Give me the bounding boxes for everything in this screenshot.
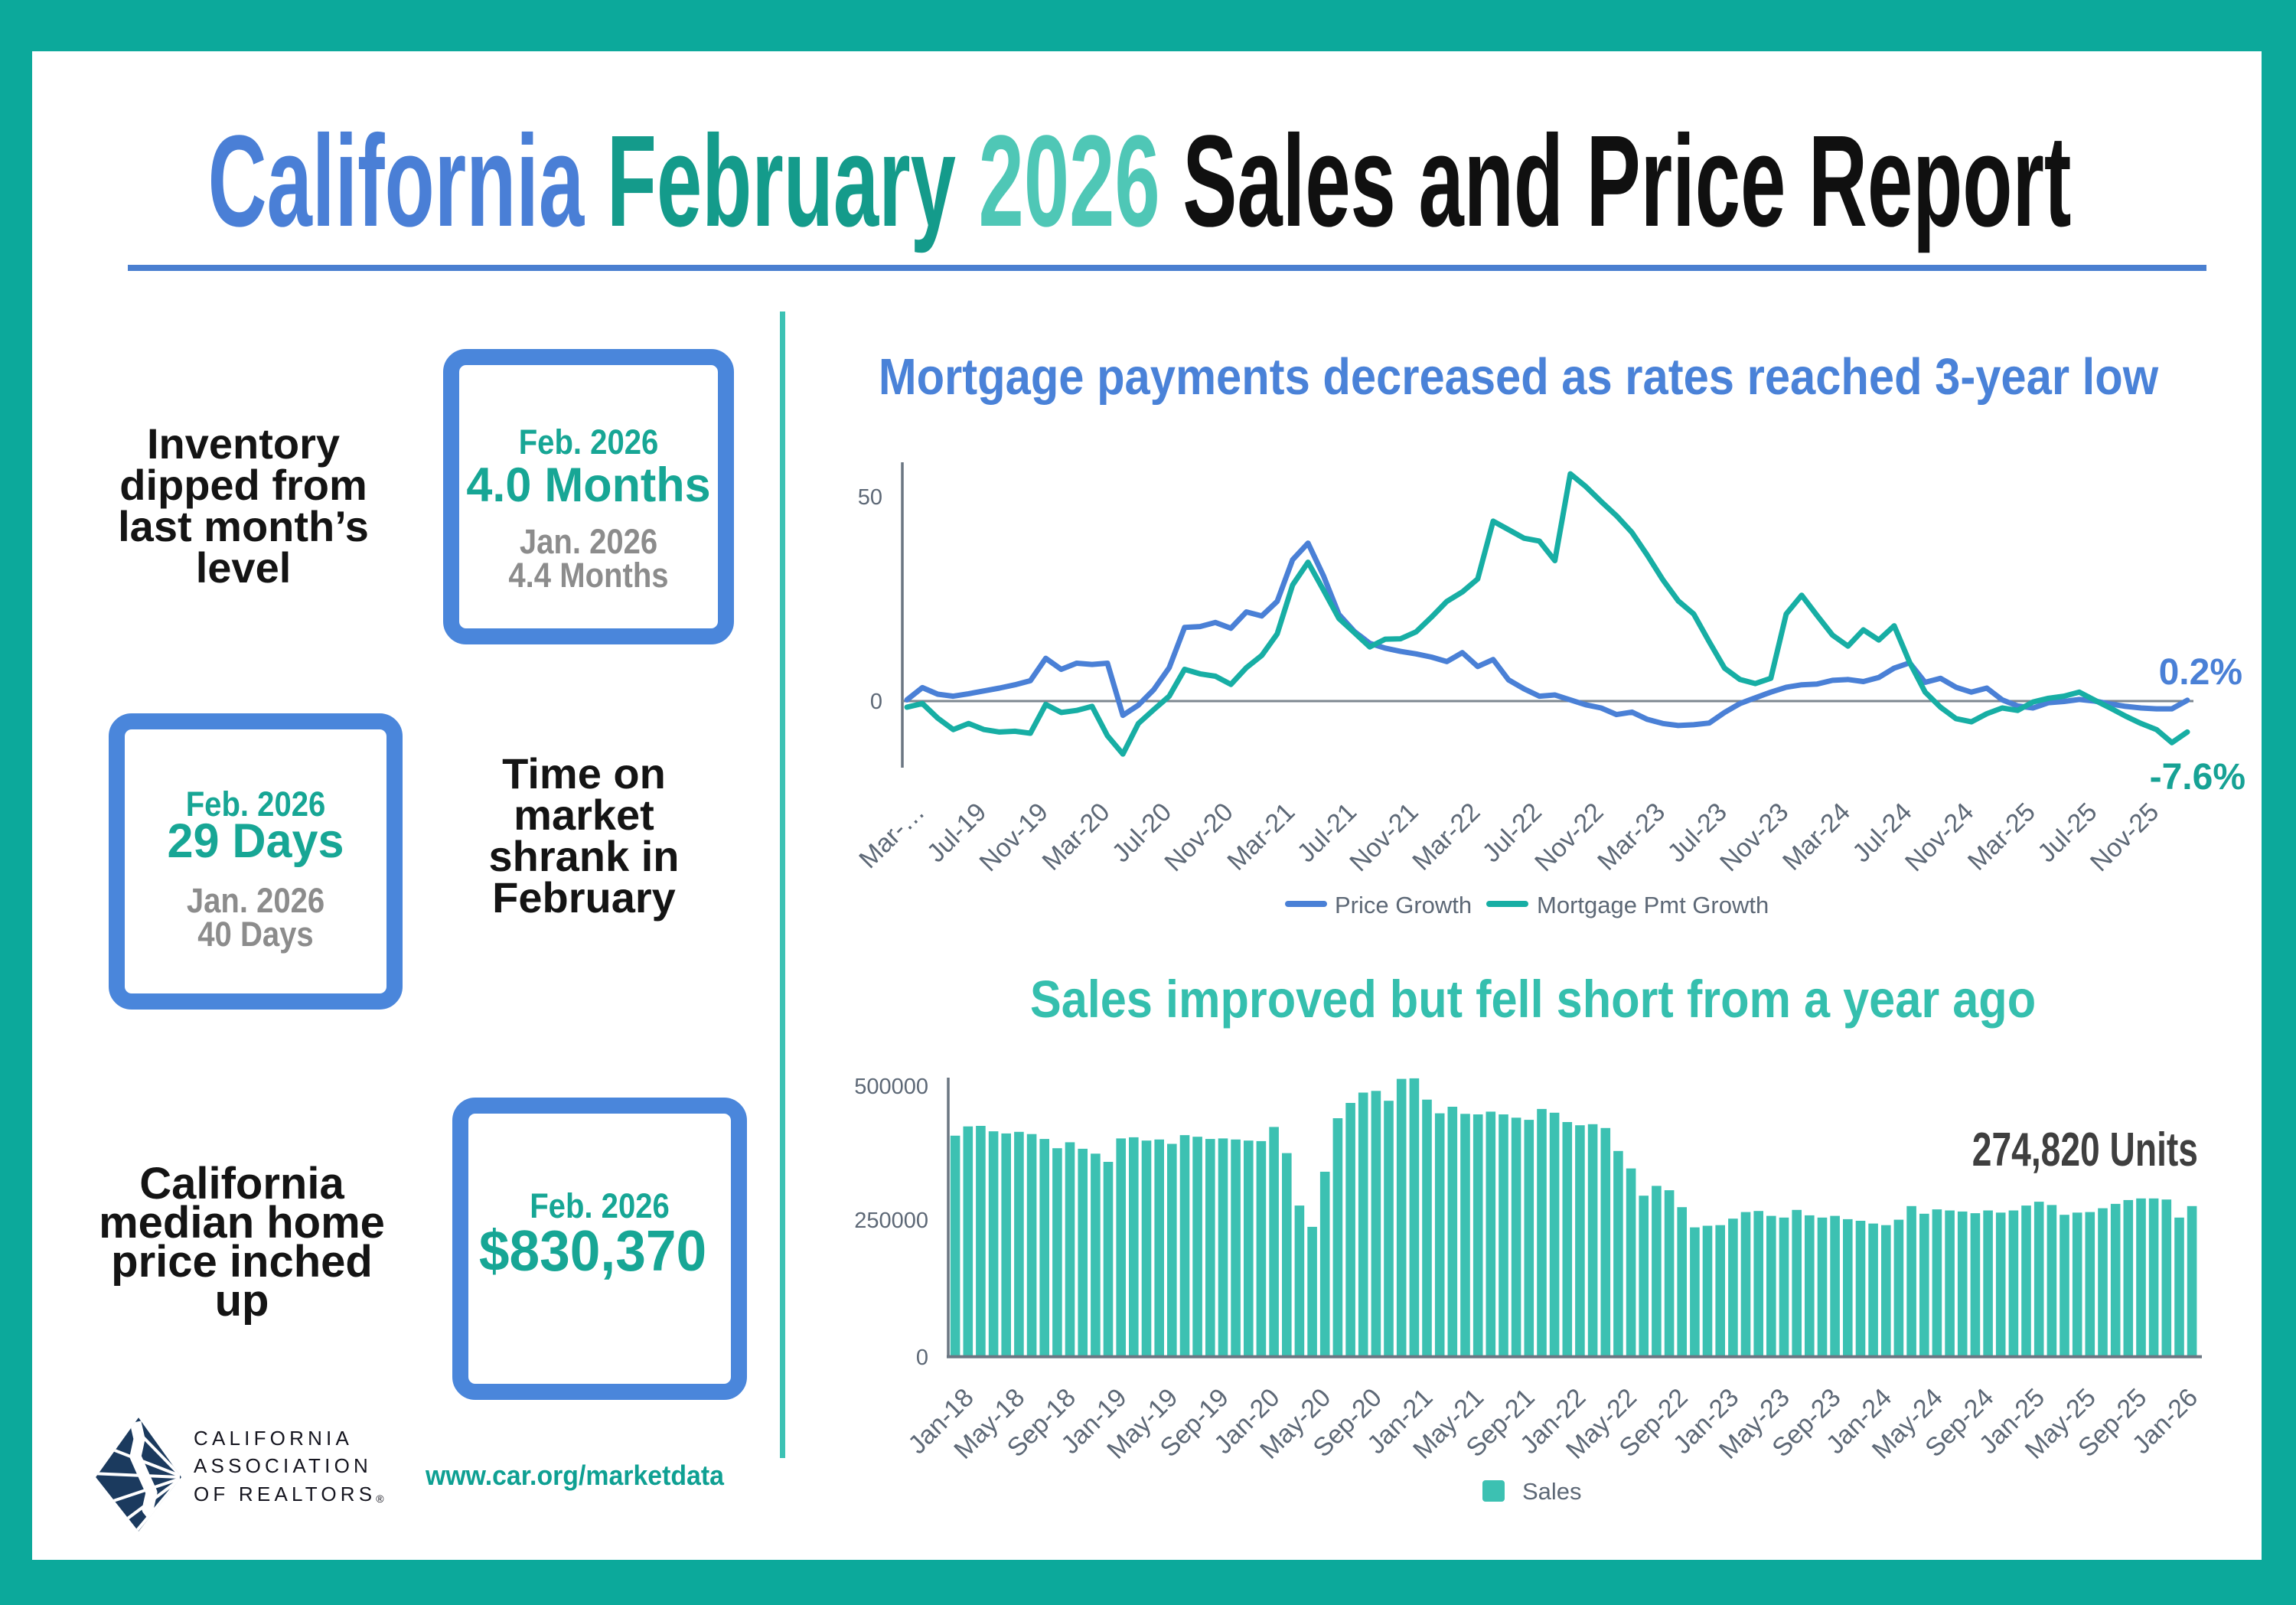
svg-text:Mar-25: Mar-25 bbox=[1962, 798, 2041, 876]
svg-text:0: 0 bbox=[870, 690, 882, 714]
svg-text:Nov-19: Nov-19 bbox=[974, 798, 1054, 877]
svg-text:50: 50 bbox=[858, 485, 882, 510]
svg-text:Mortgage Pmt Growth: Mortgage Pmt Growth bbox=[1537, 892, 1769, 918]
svg-text:0: 0 bbox=[916, 1346, 928, 1370]
svg-text:Sales: Sales bbox=[1522, 1478, 1582, 1505]
svg-text:0.2%: 0.2% bbox=[2159, 652, 2242, 693]
svg-text:500000: 500000 bbox=[854, 1075, 928, 1099]
svg-text:Nov-23: Nov-23 bbox=[1714, 798, 1794, 877]
svg-text:Nov-21: Nov-21 bbox=[1344, 798, 1424, 877]
svg-text:ASSOCIATION: ASSOCIATION bbox=[194, 1454, 372, 1477]
svg-text:Mar-23: Mar-23 bbox=[1592, 798, 1671, 876]
svg-text:Nov-25: Nov-25 bbox=[2085, 798, 2164, 877]
svg-text:Nov-22: Nov-22 bbox=[1529, 798, 1609, 877]
svg-text:250000: 250000 bbox=[854, 1209, 928, 1233]
svg-text:274,820 Units: 274,820 Units bbox=[1972, 1123, 2198, 1176]
svg-text:CALIFORNIA: CALIFORNIA bbox=[194, 1427, 353, 1450]
svg-text:OF REALTORS®: OF REALTORS® bbox=[194, 1483, 384, 1506]
svg-text:-7.6%: -7.6% bbox=[2150, 757, 2245, 798]
svg-text:Nov-20: Nov-20 bbox=[1159, 798, 1238, 877]
svg-text:Nov-24: Nov-24 bbox=[1900, 798, 1979, 877]
svg-text:Price Growth: Price Growth bbox=[1335, 892, 1472, 918]
svg-text:Mar-22: Mar-22 bbox=[1407, 798, 1486, 876]
svg-text:Mar-…: Mar-… bbox=[853, 798, 930, 874]
svg-text:Mar-20: Mar-20 bbox=[1037, 798, 1116, 876]
svg-text:Mar-21: Mar-21 bbox=[1221, 798, 1300, 876]
svg-text:Mar-24: Mar-24 bbox=[1777, 798, 1856, 876]
